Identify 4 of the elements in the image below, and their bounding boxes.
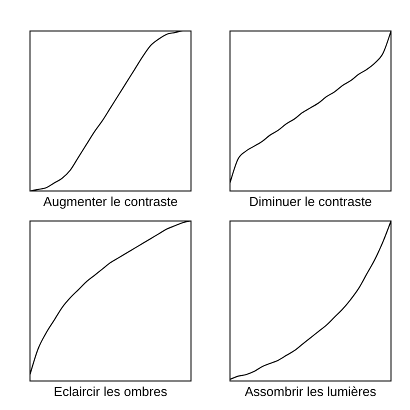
x-axis-title: Augmenter le contraste xyxy=(43,194,178,209)
x-axis-title: Diminuer le contraste xyxy=(249,194,372,209)
x-axis-title: Assombrir les lumières xyxy=(244,384,377,399)
x-axis-title: Eclaircir les ombres xyxy=(54,384,168,399)
